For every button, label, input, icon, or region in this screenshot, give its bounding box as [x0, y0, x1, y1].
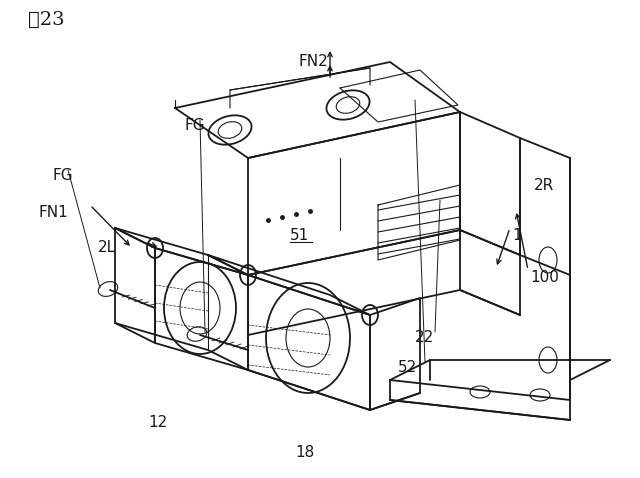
Text: 22: 22 — [415, 330, 435, 345]
Text: 18: 18 — [295, 445, 314, 460]
Text: 12: 12 — [148, 415, 167, 430]
Text: FN2: FN2 — [298, 54, 328, 69]
Text: 2R: 2R — [534, 178, 554, 193]
Text: 1: 1 — [512, 228, 522, 243]
Text: 100: 100 — [530, 270, 559, 285]
Text: FG: FG — [185, 118, 205, 133]
Text: 2L: 2L — [98, 240, 116, 255]
Text: 52: 52 — [398, 360, 417, 375]
Text: FG: FG — [52, 168, 72, 183]
Text: FN1: FN1 — [38, 205, 68, 220]
Text: 囲23: 囲23 — [28, 11, 65, 29]
Text: 51: 51 — [290, 228, 309, 243]
